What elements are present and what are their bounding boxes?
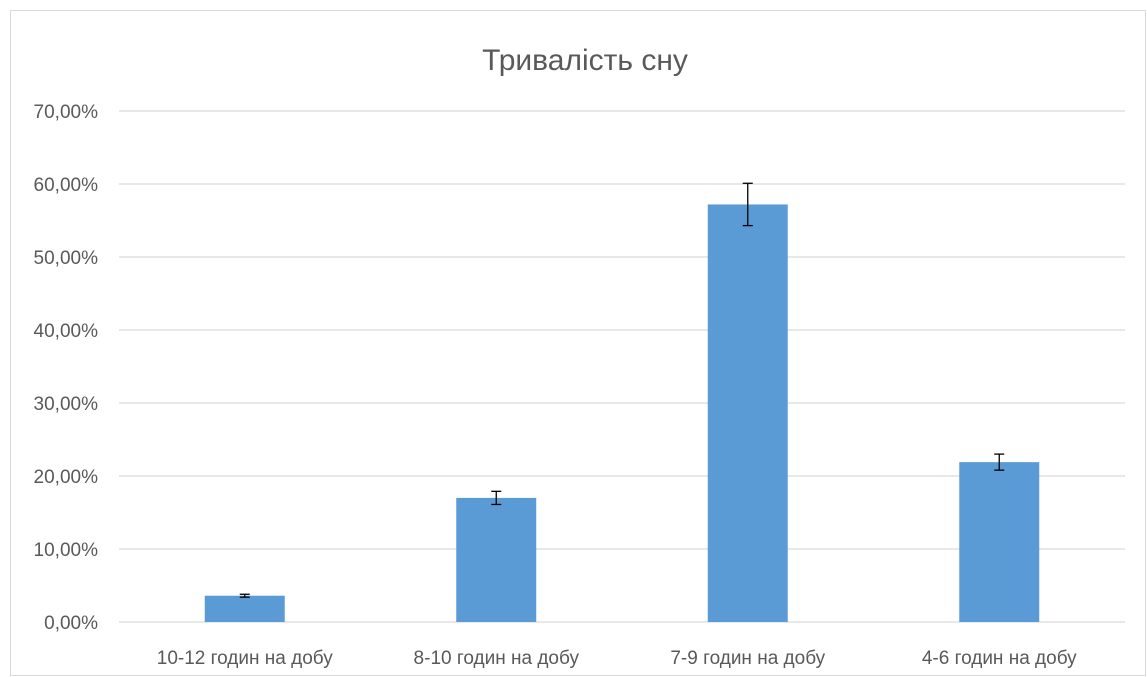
x-axis-ticks: 10-12 годин на добу 8-10 годин на добу 7-9… bbox=[157, 648, 1077, 669]
y-tick-label: 0,00% bbox=[44, 613, 98, 634]
y-tick-label: 60,00% bbox=[34, 175, 99, 196]
y-tick-label: 50,00% bbox=[34, 248, 99, 269]
x-tick-label: 7-9 годин на добу bbox=[670, 648, 825, 669]
y-tick-label: 40,00% bbox=[34, 321, 99, 342]
x-tick-label: 8-10 годин на добу bbox=[414, 648, 580, 669]
error-bar bbox=[994, 453, 1005, 471]
y-tick-label: 30,00% bbox=[34, 394, 99, 415]
bar bbox=[959, 462, 1040, 622]
x-tick-label: 10-12 годин на добу bbox=[157, 648, 333, 669]
y-tick-label: 10,00% bbox=[34, 540, 99, 561]
gridlines bbox=[119, 110, 1125, 623]
y-tick-label: 20,00% bbox=[34, 467, 99, 488]
chart-title: Тривалість сну bbox=[482, 44, 688, 77]
error-bars bbox=[239, 182, 1005, 598]
y-axis-ticks: 0,00% 10,00% 20,00% 30,00% 40,00% 50,00% 60,00… bbox=[34, 102, 99, 634]
bars bbox=[204, 204, 1040, 622]
bar bbox=[204, 595, 285, 622]
error-bar bbox=[491, 490, 502, 506]
bar bbox=[707, 204, 788, 622]
error-bar bbox=[742, 182, 753, 227]
bar bbox=[456, 497, 537, 622]
x-tick-label: 4-6 годин на добу bbox=[922, 648, 1077, 669]
chart-frame bbox=[10, 10, 1146, 676]
y-tick-label: 70,00% bbox=[34, 102, 99, 123]
error-bar bbox=[239, 593, 250, 598]
